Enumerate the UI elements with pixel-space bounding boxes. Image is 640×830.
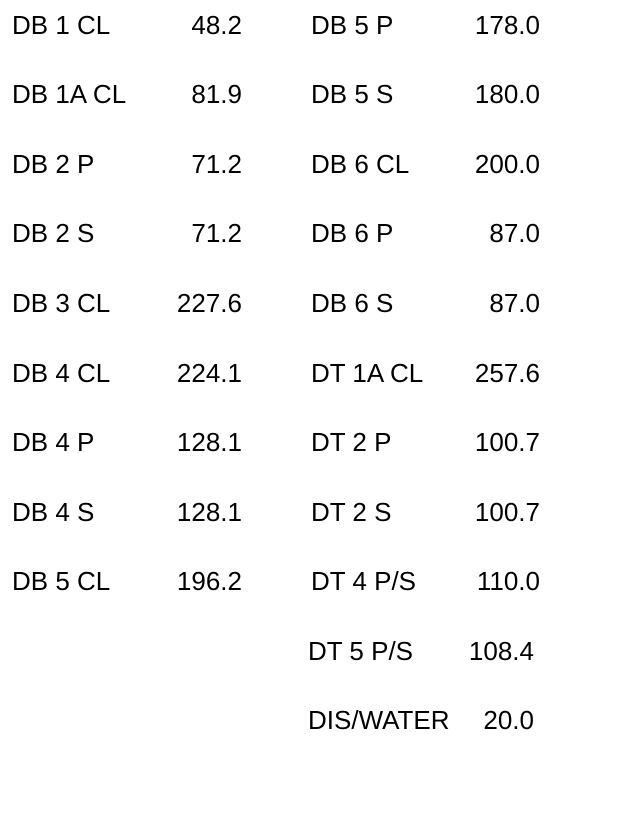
tank-value: 224.1	[176, 358, 242, 388]
tank-value: 71.2	[191, 218, 242, 248]
tank-value: 87.0	[489, 288, 540, 318]
tank-value: 196.2	[176, 566, 242, 596]
list-item: DB 5 S 180.0	[311, 77, 540, 111]
tank-name: DB 4 P	[12, 427, 95, 457]
tank-name: DB 2 P	[12, 149, 95, 179]
tank-name: DT 2 P	[311, 427, 392, 457]
tank-name: DT 4 P/S	[311, 566, 417, 596]
list-item: DT 2 S 100.7	[311, 495, 540, 529]
tank-value: 48.2	[191, 10, 242, 40]
tank-value: 257.6	[474, 358, 540, 388]
list-item: DB 1A CL 81.9	[12, 77, 242, 111]
list-item: DB 5 CL 196.2	[12, 564, 242, 598]
list-item: DB 2 P 71.2	[12, 147, 242, 181]
tank-name: DB 5 CL	[12, 566, 111, 596]
tank-name: DB 5 P	[311, 10, 394, 40]
tank-name: DB 1 CL	[12, 10, 111, 40]
list-item: DT 5 P/S 108.4	[308, 634, 534, 668]
tank-value: 108.4	[468, 636, 534, 666]
tank-name: DT 2 S	[311, 497, 392, 527]
list-item: DB 1 CL 48.2	[12, 8, 242, 42]
tank-name: DB 4 CL	[12, 358, 111, 388]
tank-value: 71.2	[191, 149, 242, 179]
list-item: DB 3 CL 227.6	[12, 286, 242, 320]
tank-value: 110.0	[476, 566, 540, 596]
tank-value: 128.1	[176, 497, 242, 527]
tank-value: 227.6	[176, 288, 242, 318]
list-item: DB 4 S 128.1	[12, 495, 242, 529]
list-item: DB 6 P 87.0	[311, 216, 540, 250]
tank-value: 20.0	[483, 705, 534, 735]
tank-name: DB 2 S	[12, 218, 95, 248]
list-item: DB 6 S 87.0	[311, 286, 540, 320]
tank-value: 178.0	[474, 10, 540, 40]
tank-value: 200.0	[474, 149, 540, 179]
tank-value: 100.7	[474, 427, 540, 457]
tank-value: 180.0	[474, 79, 540, 109]
tank-name: DB 6 CL	[311, 149, 410, 179]
tank-name: DB 5 S	[311, 79, 394, 109]
list-item: DB 6 CL 200.0	[311, 147, 540, 181]
list-item: DT 2 P 100.7	[311, 425, 540, 459]
tank-value: 81.9	[191, 79, 242, 109]
tank-name: DT 1A CL	[311, 358, 424, 388]
tank-value: 100.7	[474, 497, 540, 527]
tank-name: DB 1A CL	[12, 79, 127, 109]
tank-name: DB 6 S	[311, 288, 394, 318]
tank-name: DIS/WATER	[308, 705, 450, 735]
tank-name: DB 6 P	[311, 218, 394, 248]
list-item: DIS/WATER 20.0	[308, 703, 534, 737]
list-item: DB 5 P 178.0	[311, 8, 540, 42]
tank-name: DB 3 CL	[12, 288, 111, 318]
tank-name: DB 4 S	[12, 497, 95, 527]
tank-value: 128.1	[176, 427, 242, 457]
list-item: DT 4 P/S 110.0	[311, 564, 540, 598]
list-item: DB 4 CL 224.1	[12, 356, 242, 390]
list-item: DB 2 S 71.2	[12, 216, 242, 250]
tank-name: DT 5 P/S	[308, 636, 414, 666]
list-item: DB 4 P 128.1	[12, 425, 242, 459]
tank-value: 87.0	[489, 218, 540, 248]
list-item: DT 1A CL 257.6	[311, 356, 540, 390]
